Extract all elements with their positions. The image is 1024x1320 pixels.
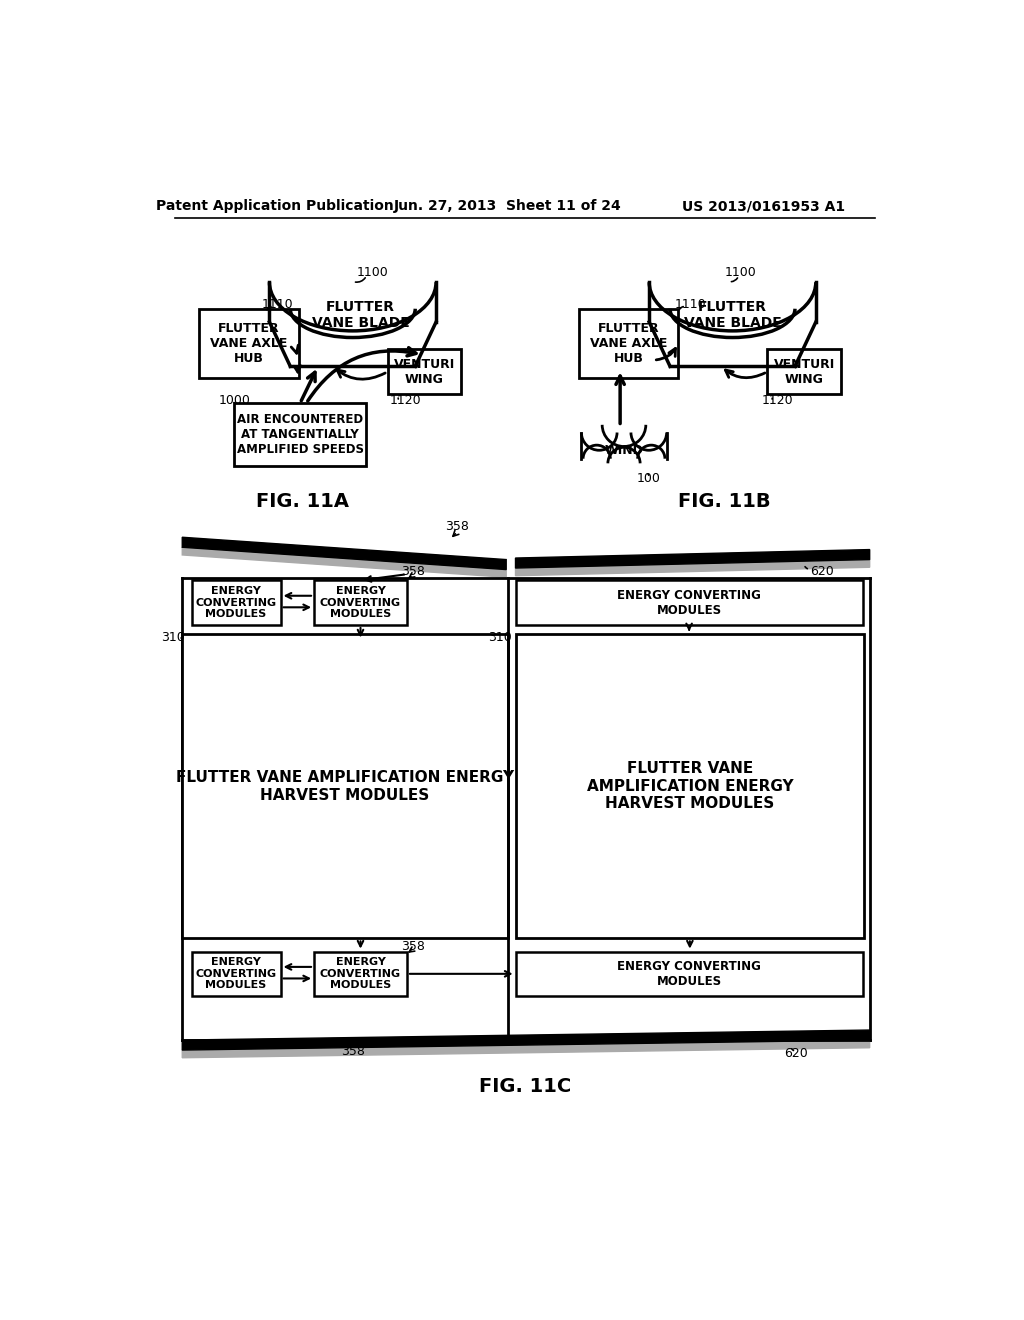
Text: 620: 620 (810, 565, 834, 578)
Text: US 2013/0161953 A1: US 2013/0161953 A1 (682, 199, 845, 213)
Text: ENERGY CONVERTING
MODULES: ENERGY CONVERTING MODULES (617, 589, 761, 616)
Bar (515, 635, 864, 939)
Circle shape (599, 409, 649, 459)
Bar (767, 350, 841, 395)
Text: AIR ENCOUNTERED
AT TANGENTIALLY
AMPLIFIED SPEEDS: AIR ENCOUNTERED AT TANGENTIALLY AMPLIFIE… (237, 413, 364, 457)
Text: 1100: 1100 (356, 265, 388, 279)
Text: 100: 100 (637, 473, 660, 486)
Text: 358: 358 (445, 520, 469, 533)
Polygon shape (182, 1030, 869, 1051)
Text: 358: 358 (401, 565, 425, 578)
Polygon shape (182, 537, 506, 570)
Text: FLUTTER
VANE BLADE: FLUTTER VANE BLADE (311, 300, 410, 330)
Bar (515, 581, 862, 626)
Circle shape (641, 434, 671, 465)
Text: VENTURI
WING: VENTURI WING (394, 358, 455, 385)
Text: WIND: WIND (604, 445, 643, 458)
Bar (182, 635, 508, 939)
Bar (200, 309, 299, 378)
Bar (234, 404, 366, 466)
Text: ENERGY CONVERTING
MODULES: ENERGY CONVERTING MODULES (617, 960, 761, 987)
Text: 358: 358 (341, 1045, 365, 1059)
Text: ENERGY
CONVERTING
MODULES: ENERGY CONVERTING MODULES (196, 957, 276, 990)
Polygon shape (515, 560, 869, 576)
Bar (191, 952, 281, 997)
Bar (314, 952, 407, 997)
Text: 620: 620 (784, 1047, 808, 1060)
Text: ENERGY
CONVERTING
MODULES: ENERGY CONVERTING MODULES (319, 957, 401, 990)
Text: 1120: 1120 (389, 395, 421, 408)
Text: 310: 310 (488, 631, 512, 644)
Text: FLUTTER
VANE AXLE
HUB: FLUTTER VANE AXLE HUB (590, 322, 668, 364)
Bar (579, 309, 678, 378)
Bar (191, 581, 281, 626)
Text: 310: 310 (161, 631, 184, 644)
Text: 1110: 1110 (262, 298, 294, 312)
Text: FLUTTER VANE AMPLIFICATION ENERGY
HARVEST MODULES: FLUTTER VANE AMPLIFICATION ENERGY HARVES… (176, 770, 514, 803)
Polygon shape (182, 1040, 869, 1057)
Circle shape (577, 434, 606, 465)
Circle shape (616, 437, 649, 470)
Text: FLUTTER
VANE BLADE: FLUTTER VANE BLADE (684, 300, 781, 330)
Text: 1120: 1120 (761, 395, 793, 408)
Text: Patent Application Publication: Patent Application Publication (157, 199, 394, 213)
Text: FLUTTER
VANE AXLE
HUB: FLUTTER VANE AXLE HUB (210, 322, 288, 364)
Text: FIG. 11C: FIG. 11C (478, 1077, 571, 1096)
Bar (515, 952, 862, 997)
Text: VENTURI
WING: VENTURI WING (773, 358, 835, 385)
Bar (314, 581, 407, 626)
Text: FLUTTER VANE
AMPLIFICATION ENERGY
HARVEST MODULES: FLUTTER VANE AMPLIFICATION ENERGY HARVES… (587, 762, 794, 812)
Text: FIG. 11A: FIG. 11A (256, 491, 349, 511)
Circle shape (624, 425, 658, 459)
Text: 358: 358 (401, 940, 425, 953)
Circle shape (589, 425, 624, 459)
Text: 1100: 1100 (725, 265, 757, 279)
Bar (388, 350, 461, 395)
Text: 1000: 1000 (219, 395, 251, 408)
Text: FIG. 11B: FIG. 11B (679, 491, 771, 511)
Circle shape (599, 437, 632, 470)
Text: ENERGY
CONVERTING
MODULES: ENERGY CONVERTING MODULES (196, 586, 276, 619)
Text: ENERGY
CONVERTING
MODULES: ENERGY CONVERTING MODULES (319, 586, 401, 619)
Polygon shape (515, 549, 869, 568)
Text: 1110: 1110 (675, 298, 706, 312)
Polygon shape (182, 548, 506, 577)
Text: Jun. 27, 2013  Sheet 11 of 24: Jun. 27, 2013 Sheet 11 of 24 (394, 199, 622, 213)
